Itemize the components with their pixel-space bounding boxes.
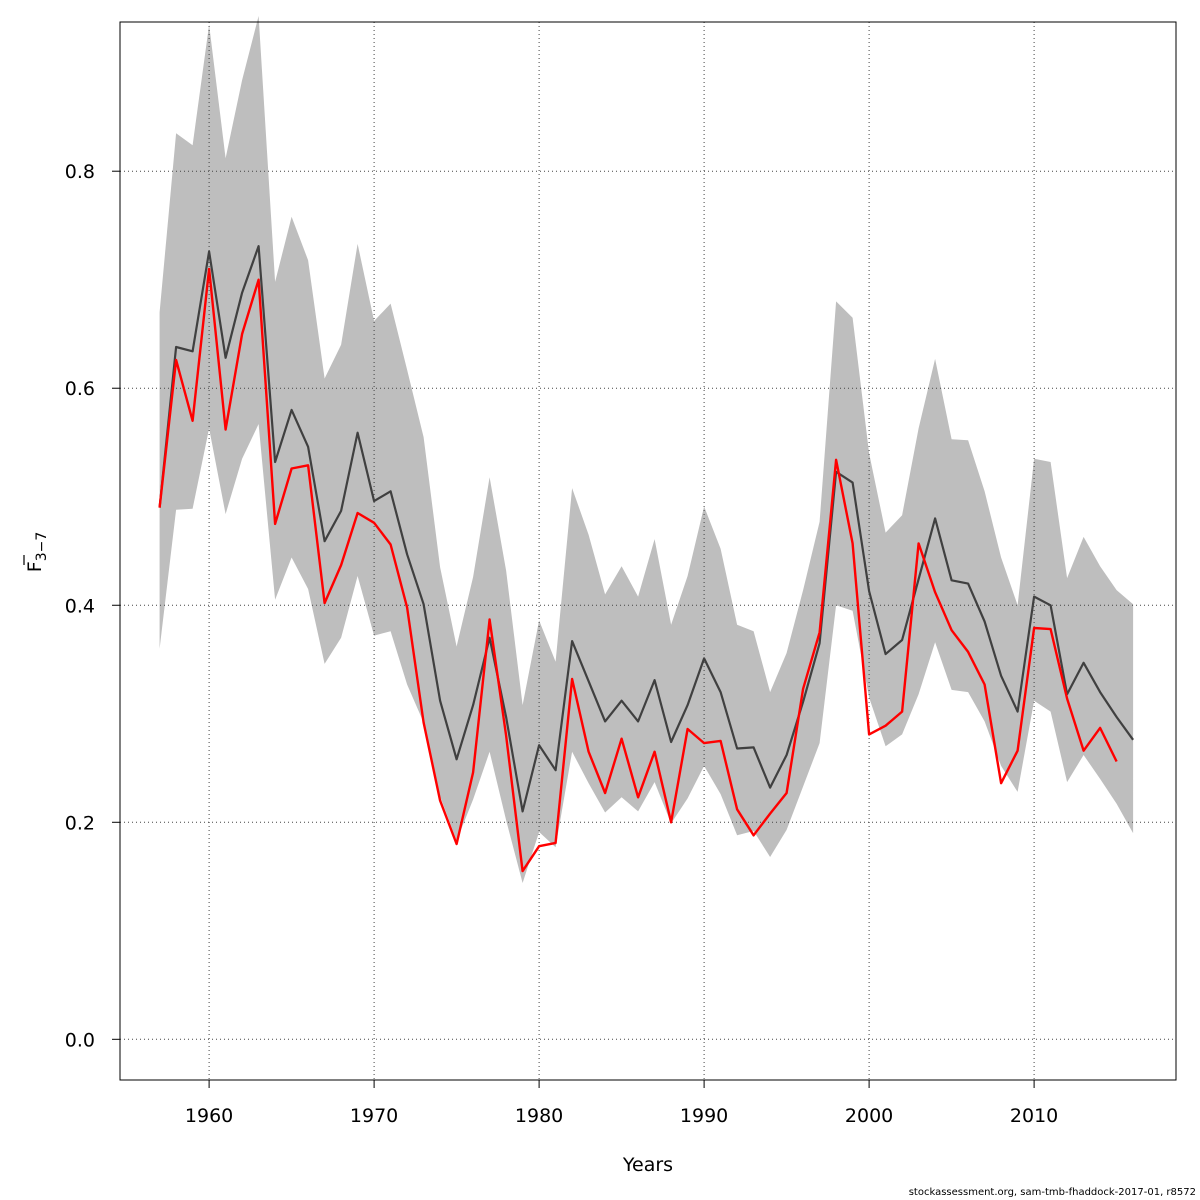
series-line-comparison — [158, 267, 1118, 873]
x-tick-label: 1980 — [515, 1105, 563, 1127]
grid-layer — [120, 22, 1176, 1080]
series-layer — [158, 245, 1134, 873]
y-tick-label: 0.8 — [65, 161, 95, 183]
x-axis-title: Years — [622, 1154, 673, 1176]
plot-frame — [119, 21, 1177, 1081]
y-tick-label: 0.0 — [65, 1029, 95, 1051]
y-axis-title-subscript: 3−7 — [34, 532, 50, 562]
svg-text:F3−7: F3−7 — [24, 532, 50, 572]
x-tick-label: 1960 — [185, 1105, 233, 1127]
y-tick-label: 0.6 — [65, 378, 95, 400]
series-line-estimate — [158, 245, 1134, 813]
y-tick-label: 0.2 — [65, 812, 95, 834]
tick-label-layer: 1960 1970 1980 1990 2000 2010 0.0 0.2 0.4 0.6 0.8 — [65, 161, 1058, 1127]
x-tick-label: 1970 — [350, 1105, 398, 1127]
confidence-band — [159, 16, 1134, 883]
credit-text: stockassessment.org, sam-tmb-fhaddock-20… — [908, 1187, 1196, 1198]
confidence-band-layer — [159, 16, 1134, 883]
y-axis-title-main: F — [24, 561, 46, 572]
x-tick-label: 2010 — [1010, 1105, 1058, 1127]
axis-layer — [112, 170, 1035, 1088]
x-tick-label: 1990 — [680, 1105, 728, 1127]
y-axis-title: F3−7 — [23, 532, 50, 572]
x-tick-label: 2000 — [845, 1105, 893, 1127]
y-tick-label: 0.4 — [65, 595, 95, 617]
